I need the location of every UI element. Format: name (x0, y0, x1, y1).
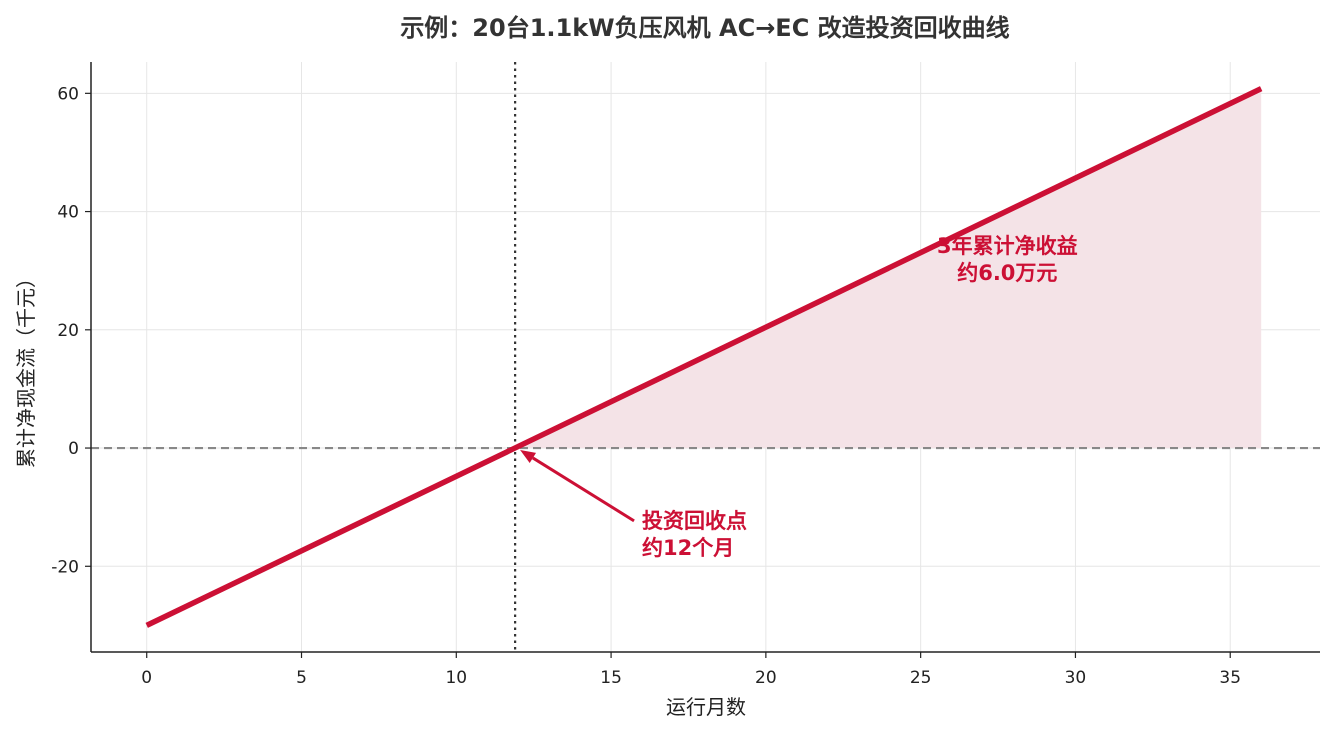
chart-title: 示例：20台1.1kW负压风机 AC→EC 改造投资回收曲线 (400, 14, 1009, 42)
x-tick-label: 5 (296, 668, 307, 688)
y-ticks: -20 0 20 40 60 (51, 84, 91, 577)
x-tick-label: 30 (1065, 668, 1087, 688)
cumulative-cashflow-line (145, 86, 1263, 628)
x-tick-label: 20 (755, 668, 777, 688)
x-tick-label: 15 (600, 668, 622, 688)
x-tick-label: 25 (910, 668, 932, 688)
axes (90, 62, 1320, 653)
reference-lines (91, 62, 1320, 652)
y-axis-label: 累计净现金流（千元） (14, 268, 38, 468)
x-tick-label: 0 (141, 668, 152, 688)
y-tick-label: 20 (57, 321, 79, 341)
x-tick-label: 35 (1219, 668, 1241, 688)
payback-annotation-line2: 约12个月 (642, 536, 734, 560)
annotations: 投资回收点 约12个月 3年累计净收益 约6.0万元 (520, 234, 1078, 560)
series (145, 86, 1263, 628)
gain-annotation-line1: 3年累计净收益 (937, 234, 1078, 258)
x-ticks: 0 5 10 15 20 25 30 35 (141, 652, 1241, 688)
y-tick-label: 0 (68, 439, 79, 459)
y-tick-label: 40 (57, 203, 79, 223)
payback-annotation-line1: 投资回收点 (642, 509, 747, 533)
payback-arrow-shaft (532, 456, 635, 523)
x-axis-label: 运行月数 (666, 695, 746, 719)
payback-arrow-head (520, 450, 537, 464)
y-tick-label: 60 (57, 84, 79, 104)
x-tick-label: 10 (445, 668, 467, 688)
gain-annotation-line2: 约6.0万元 (957, 261, 1057, 285)
y-tick-label: -20 (51, 557, 79, 577)
